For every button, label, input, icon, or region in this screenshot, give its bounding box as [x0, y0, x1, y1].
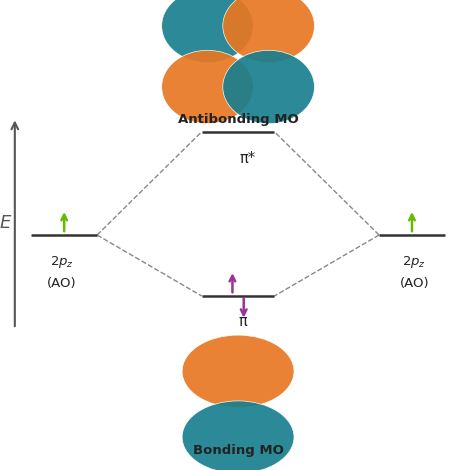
- Ellipse shape: [162, 0, 253, 63]
- Ellipse shape: [182, 335, 294, 407]
- Text: π*: π*: [239, 151, 255, 166]
- Text: Antibonding MO: Antibonding MO: [178, 113, 299, 126]
- Text: $2p_z$: $2p_z$: [50, 254, 74, 270]
- Text: $E$: $E$: [0, 214, 12, 232]
- Text: π: π: [238, 314, 247, 329]
- Ellipse shape: [182, 401, 294, 470]
- Ellipse shape: [223, 50, 314, 124]
- Text: $2p_z$: $2p_z$: [402, 254, 426, 270]
- Text: (AO): (AO): [47, 277, 77, 290]
- Text: (AO): (AO): [400, 277, 429, 290]
- Ellipse shape: [162, 50, 253, 124]
- Text: Bonding MO: Bonding MO: [192, 444, 283, 457]
- Ellipse shape: [223, 0, 314, 63]
